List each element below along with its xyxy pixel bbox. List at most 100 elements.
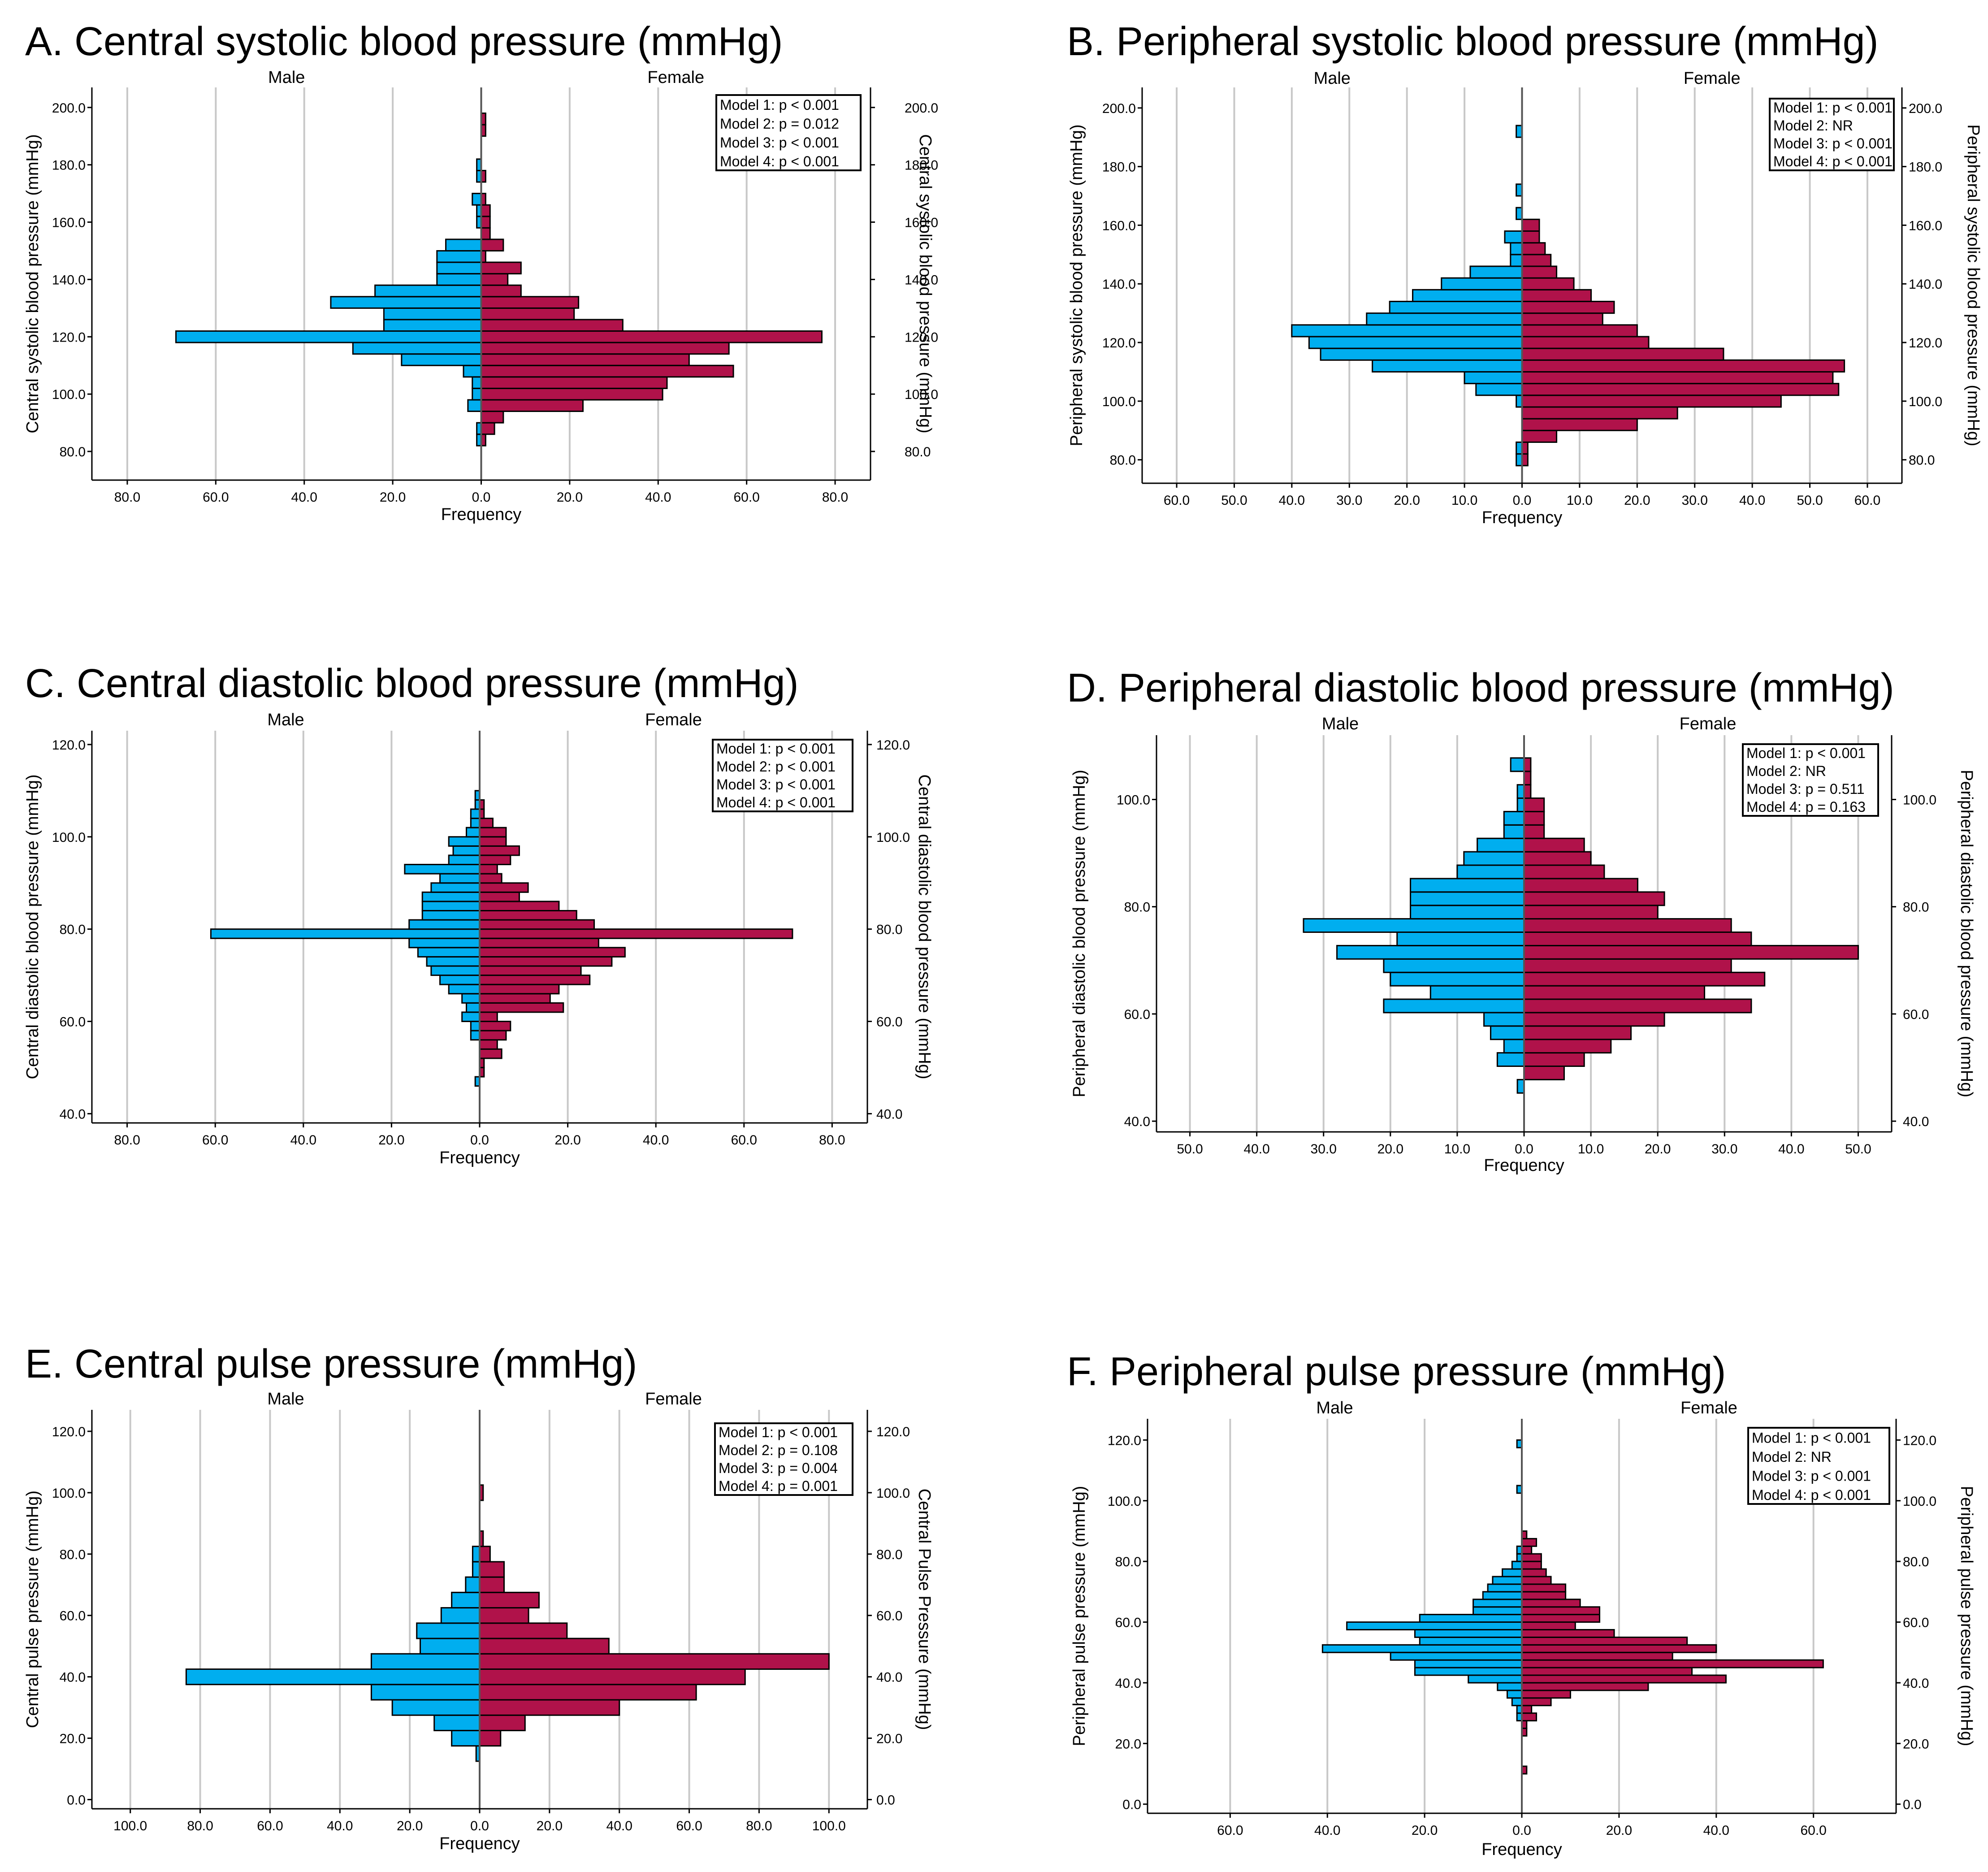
- male-bar: [1346, 1621, 1523, 1630]
- male-bar: [1419, 1614, 1523, 1623]
- x-tick-label: 0.0: [470, 1133, 489, 1148]
- male-bar: [1511, 1560, 1523, 1570]
- female-bar: [481, 342, 730, 355]
- x-tick-label: 40.0: [606, 1819, 632, 1833]
- y-tick-label-left: 40.0: [60, 1107, 86, 1122]
- y-tick-label-right: 140.0: [1909, 277, 1942, 292]
- female-bar: [479, 1561, 505, 1578]
- x-tick-label: 10.0: [1578, 1142, 1604, 1157]
- female-bar: [479, 1684, 697, 1701]
- x-tick-label: 0.0: [1515, 1142, 1533, 1157]
- female-label: Female: [1680, 715, 1737, 733]
- female-bar: [1521, 1644, 1717, 1653]
- x-tick-label: 10.0: [1444, 1142, 1470, 1157]
- y-tick-label-left: 0.0: [67, 1793, 86, 1807]
- y-tick-label-right: 120.0: [1909, 336, 1942, 351]
- x-tick-label: 0.0: [1513, 493, 1532, 508]
- x-tick-label: 80.0: [819, 1133, 845, 1148]
- x-tick-label: 80.0: [114, 490, 140, 505]
- y-tick-label-left: 120.0: [52, 738, 86, 753]
- female-label: Female: [1684, 69, 1741, 88]
- y-tick-label-left: 80.0: [60, 923, 86, 937]
- y-tick-label-right: 80.0: [876, 923, 902, 937]
- x-tick-label: 60.0: [1854, 493, 1880, 508]
- female-bar: [1521, 406, 1678, 420]
- model-legend-line: Model 1: p < 0.001: [1746, 745, 1866, 761]
- male-bar: [1383, 998, 1525, 1014]
- y-axis-label-left: Central systolic blood pressure (mmHg): [23, 134, 42, 433]
- female-bar: [1523, 810, 1545, 826]
- female-bar: [479, 1591, 540, 1609]
- x-tick-label: 100.0: [113, 1819, 147, 1833]
- model-legend-box: [715, 94, 862, 171]
- female-bar: [1521, 1674, 1727, 1684]
- y-tick-label-right: 0.0: [876, 1793, 895, 1807]
- male-bar: [1482, 1591, 1523, 1600]
- x-tick-label: 50.0: [1221, 493, 1247, 508]
- y-tick-label-right: 120.0: [905, 330, 938, 345]
- male-bar: [1487, 1583, 1523, 1593]
- y-tick-label-right: 160.0: [1909, 218, 1942, 233]
- female-bar: [1523, 945, 1859, 960]
- model-legend-line: Model 1: p < 0.001: [1752, 1430, 1871, 1446]
- y-tick-label-left: 160.0: [1102, 218, 1136, 233]
- x-axis-label: Frequency: [439, 1148, 520, 1167]
- female-bar: [481, 273, 509, 286]
- x-tick-label: 60.0: [1800, 1823, 1826, 1838]
- x-tick-label: 40.0: [1703, 1823, 1729, 1838]
- y-tick-label-left: 120.0: [52, 330, 86, 345]
- model-legend-box: [1747, 1427, 1890, 1505]
- y-tick-label-left: 20.0: [1115, 1737, 1141, 1751]
- male-bar: [1414, 1659, 1523, 1668]
- y-tick-label-right: 60.0: [876, 1015, 902, 1030]
- y-tick-label-left: 80.0: [60, 445, 86, 459]
- y-tick-label-left: 140.0: [52, 273, 86, 287]
- male-bar: [1396, 932, 1525, 946]
- y-tick-label-left: 40.0: [60, 1670, 86, 1685]
- y-tick-label-right: 100.0: [905, 387, 938, 402]
- y-tick-label-right: 80.0: [876, 1547, 902, 1562]
- y-tick-label-left: 60.0: [1124, 1007, 1150, 1022]
- male-bar: [1414, 1667, 1523, 1676]
- male-bar: [1496, 1052, 1525, 1067]
- model-legend-line: Model 3: p < 0.001: [720, 134, 839, 151]
- x-tick-label: 20.0: [378, 1133, 404, 1148]
- male-bar: [1390, 1651, 1523, 1661]
- y-axis-label-right: Peripheral systolic blood pressure (mmHg…: [1964, 124, 1983, 446]
- female-label: Female: [645, 1390, 702, 1408]
- female-bar: [1521, 1545, 1533, 1555]
- x-tick-label: 0.0: [472, 490, 491, 505]
- x-tick-label: 20.0: [1606, 1823, 1632, 1838]
- male-label: Male: [1316, 1399, 1353, 1417]
- y-tick-label-right: 120.0: [876, 738, 910, 753]
- female-bar: [479, 1668, 746, 1686]
- y-tick-label-left: 60.0: [60, 1015, 86, 1030]
- model-legend-line: Model 2: p = 0.012: [720, 116, 839, 132]
- x-tick-label: 10.0: [1451, 493, 1477, 508]
- x-tick-label: 40.0: [1243, 1142, 1269, 1157]
- x-tick-label: 10.0: [1567, 493, 1593, 508]
- female-bar: [1521, 1606, 1601, 1616]
- male-bar: [1497, 1682, 1523, 1691]
- x-tick-label: 40.0: [645, 490, 671, 505]
- y-tick-label-right: 100.0: [1909, 394, 1942, 409]
- y-tick-label-right: 60.0: [1903, 1616, 1929, 1630]
- female-bar: [1521, 1705, 1533, 1714]
- male-bar: [467, 399, 482, 412]
- female-label: Female: [647, 68, 704, 87]
- female-bar: [1521, 394, 1782, 408]
- model-legend-line: Model 1: p < 0.001: [716, 741, 836, 757]
- female-bar: [481, 296, 580, 309]
- female-bar: [1521, 1614, 1601, 1623]
- chart-title-e: E. Central pulse pressure (mmHg): [25, 1342, 637, 1387]
- x-axis-label: Frequency: [1484, 1156, 1564, 1175]
- chart-title-d: D. Peripheral diastolic blood pressure (…: [1067, 666, 1894, 711]
- y-tick-label-left: 180.0: [52, 158, 86, 173]
- y-tick-label-left: 80.0: [1115, 1555, 1141, 1569]
- male-bar: [1490, 1025, 1525, 1040]
- female-bar: [1523, 932, 1752, 946]
- x-tick-label: 20.0: [1412, 1823, 1438, 1838]
- model-legend-line: Model 4: p < 0.001: [716, 794, 836, 810]
- chart-title-b: B. Peripheral systolic blood pressure (m…: [1067, 19, 1879, 64]
